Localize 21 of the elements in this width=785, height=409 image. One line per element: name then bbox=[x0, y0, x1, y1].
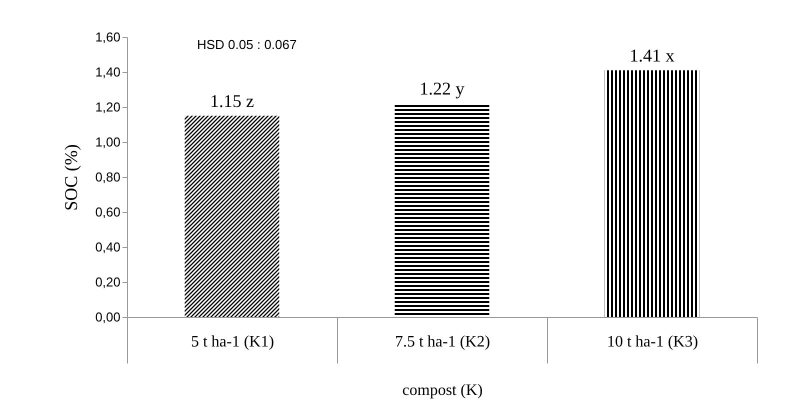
x-tick-label: 10 t ha-1 (K3) bbox=[606, 334, 698, 350]
y-tick-label: 0,40 bbox=[95, 240, 120, 254]
annotation: HSD 0.05 : 0.067 bbox=[197, 37, 297, 52]
x-axis-title: compost (K) bbox=[402, 382, 483, 399]
y-tick-label: 1,00 bbox=[95, 134, 120, 150]
bar bbox=[604, 70, 700, 317]
y-tick-label: 1,40 bbox=[95, 64, 120, 80]
y-tick-label: 1,60 bbox=[95, 30, 120, 44]
data-label: 1.22 y bbox=[420, 78, 464, 98]
y-tick-label: 1,20 bbox=[95, 100, 120, 114]
x-tick-label: 5 t ha-1 (K1) bbox=[190, 334, 274, 350]
y-axis-title: SOC (%) bbox=[61, 144, 82, 211]
y-tick-label: 0,00 bbox=[95, 310, 120, 324]
x-tick-label: 7.5 t ha-1 (K2) bbox=[394, 334, 490, 350]
y-tick-label: 0,80 bbox=[95, 170, 120, 184]
data-label: 1.41 x bbox=[630, 45, 674, 66]
y-tick-label: 0,20 bbox=[95, 274, 120, 290]
y-tick-label: 0,60 bbox=[95, 204, 120, 220]
data-label: 1.15 z bbox=[210, 90, 254, 111]
bar bbox=[184, 116, 280, 317]
bar bbox=[394, 104, 490, 317]
